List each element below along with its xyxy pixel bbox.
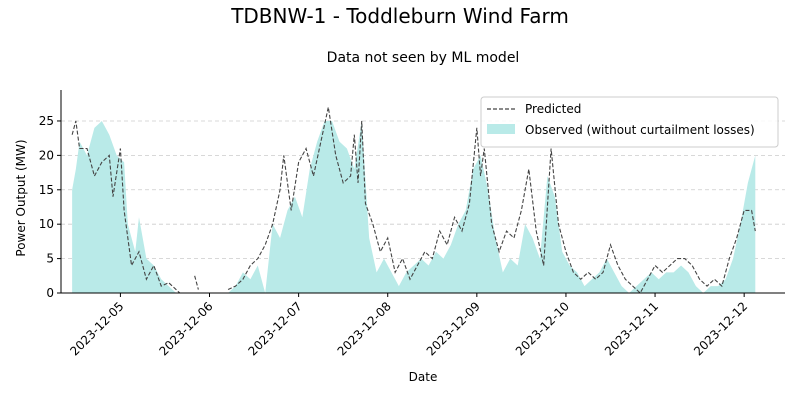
- predicted-line: [194, 275, 199, 290]
- y-axis-label: Power Output (MW): [14, 139, 28, 256]
- legend-predicted-label: Predicted: [525, 102, 581, 116]
- predicted-line: [71, 120, 181, 294]
- observed-area: [72, 120, 756, 294]
- x-tick-label: 2023-12-08: [335, 299, 394, 358]
- legend: Predicted Observed (without curtailment …: [480, 96, 779, 148]
- y-tick-label: 10: [39, 217, 54, 231]
- y-tick-label: 15: [39, 183, 54, 197]
- x-tick-label: 2023-12-09: [424, 299, 483, 358]
- y-ticks: 0 5 10 15 20 25: [39, 114, 61, 300]
- x-tick-label: 2023-12-07: [246, 299, 305, 358]
- x-axis-label: Date: [409, 370, 438, 384]
- x-tick-label: 2023-12-05: [67, 299, 126, 358]
- chart-subtitle: Data not seen by ML model: [327, 50, 520, 66]
- chart-title: TDBNW-1 - Toddleburn Wind Farm: [230, 4, 569, 28]
- x-ticks: 2023-12-05 2023-12-06 2023-12-07 2023-12-08…: [67, 293, 750, 358]
- x-tick-label: 2023-12-10: [513, 299, 572, 358]
- observed-area-layer: [72, 120, 756, 294]
- y-tick-label: 0: [46, 286, 54, 300]
- x-tick-label: 2023-12-11: [602, 299, 661, 358]
- y-tick-label: 5: [46, 252, 54, 266]
- y-tick-label: 25: [39, 114, 54, 128]
- y-tick-label: 20: [39, 148, 54, 162]
- x-tick-label: 2023-12-06: [156, 299, 215, 358]
- legend-observed-swatch: [487, 124, 515, 134]
- predicted-line-layer: [71, 107, 756, 294]
- predicted-line: [227, 107, 756, 294]
- x-tick-label: 2023-12-12: [691, 299, 750, 358]
- legend-observed-label: Observed (without curtailment losses): [525, 123, 755, 137]
- legend-box: [480, 96, 779, 148]
